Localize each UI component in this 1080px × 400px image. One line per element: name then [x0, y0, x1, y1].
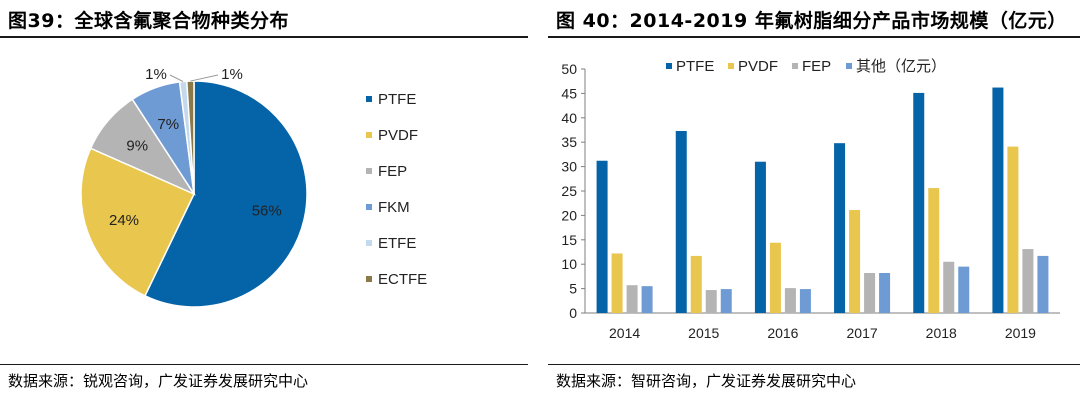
legend-label: FEP: [802, 58, 831, 75]
legend-swatch-2: [792, 63, 798, 69]
bar-source-note: 数据来源：智研咨询，广发证券发展研究中心: [556, 372, 857, 390]
bar-2019-1: [1007, 146, 1019, 313]
title-divider: [548, 36, 1080, 38]
x-tick-label: 2015: [688, 325, 719, 341]
bar-2015-0: [675, 130, 687, 313]
y-tick-label: 30: [561, 159, 577, 175]
bar-chart: 0 5 10 15 20 25 30 35 40 45 50 2014 2015 2016 2017 2018…: [561, 58, 1060, 341]
bar-2014-3: [641, 286, 653, 313]
right-figure-panel: 图 40：2014-2019 年氟树脂细分产品市场规模（亿元） 0 5 10 15 20…: [548, 0, 1080, 400]
bar-2019-3: [1037, 255, 1049, 313]
bar-2014-1: [611, 253, 623, 313]
pie-data-label: 7%: [157, 116, 179, 133]
title-divider: [0, 36, 528, 38]
bar-2016-2: [784, 288, 796, 313]
legend-swatch-0: [666, 63, 672, 69]
y-tick-label: 5: [569, 281, 577, 297]
y-tick-label: 25: [561, 183, 577, 199]
legend-label: PVDF: [378, 127, 418, 144]
bar-2019-2: [1022, 249, 1034, 313]
bar-2015-3: [720, 289, 732, 313]
legend-swatch-fep: [366, 168, 372, 174]
bar-2015-1: [690, 255, 702, 313]
x-tick-label: 2014: [609, 325, 640, 341]
bar-2018-2: [943, 261, 955, 313]
legend-label: PVDF: [738, 58, 778, 75]
x-tick-label: 2016: [767, 325, 798, 341]
legend-swatch-1: [728, 63, 734, 69]
legend-label: PTFE: [378, 91, 416, 108]
source-divider: [548, 364, 1080, 365]
bar-2014-2: [626, 285, 638, 313]
bar-2017-2: [864, 272, 876, 313]
pie-data-label: 24%: [109, 212, 139, 229]
pie-leader-line: [169, 74, 184, 82]
bar-2016-1: [769, 242, 781, 313]
source-divider: [0, 364, 528, 365]
bar-2019-0: [992, 87, 1004, 313]
x-tick-label: 2017: [847, 325, 878, 341]
pie-data-label: 1%: [221, 66, 243, 83]
pie-slice-pvdf: [80, 147, 196, 297]
legend-label: PTFE: [676, 58, 714, 75]
y-tick-label: 45: [561, 85, 577, 101]
pie-chart: 56% 24% 9% 7% 1% 1% PTFE PVDF FEP FKM ETFE ECTFE: [80, 66, 427, 308]
legend-swatch-fkm: [366, 204, 372, 210]
pie-figure-title: 图39：全球含氟聚合物种类分布: [8, 10, 289, 32]
bar-2017-0: [834, 143, 846, 313]
pie-slice-ptfe: [143, 80, 308, 308]
bar-2017-1: [849, 210, 861, 313]
y-tick-label: 40: [561, 110, 577, 126]
bar-2015-2: [705, 290, 717, 313]
y-tick-label: 10: [561, 256, 577, 272]
bar-2018-3: [958, 266, 970, 313]
pie-data-label: 9%: [126, 138, 148, 155]
pie-source-note: 数据来源：锐观咨询，广发证券发展研究中心: [8, 372, 309, 390]
pie-leader-line: [190, 74, 219, 82]
pie-slice-ectfe: [185, 80, 195, 195]
bar-figure-title: 图 40：2014-2019 年氟树脂细分产品市场规模（亿元）: [556, 10, 1067, 32]
legend-label: ETFE: [378, 235, 416, 252]
legend-label: FEP: [378, 163, 407, 180]
y-tick-label: 0: [569, 305, 577, 321]
left-figure-panel: 图39：全球含氟聚合物种类分布 56% 24% 9% 7% 1% 1% PTFE PVDF FE…: [0, 0, 528, 400]
pie-data-label: 56%: [252, 203, 282, 220]
legend-swatch-pvdf: [366, 132, 372, 138]
bar-2016-3: [799, 289, 811, 313]
legend-swatch-etfe: [366, 240, 372, 246]
legend-swatch-ptfe: [366, 96, 372, 102]
x-tick-label: 2018: [926, 325, 957, 341]
legend-label: FKM: [378, 199, 410, 216]
legend-swatch-ectfe: [366, 276, 372, 282]
pie-data-label: 1%: [145, 66, 167, 83]
legend-swatch-3: [846, 63, 852, 69]
bar-2017-3: [879, 272, 891, 313]
y-tick-label: 15: [561, 232, 577, 248]
bar-2018-0: [913, 92, 925, 313]
bar-2014-0: [596, 160, 608, 313]
legend-label: 其他（亿元）: [856, 58, 946, 75]
y-tick-label: 35: [561, 134, 577, 150]
bar-2016-0: [754, 161, 766, 313]
y-tick-label: 50: [561, 61, 577, 77]
bar-2018-1: [928, 188, 940, 313]
y-tick-label: 20: [561, 207, 577, 223]
legend-label: ECTFE: [378, 271, 427, 288]
x-tick-label: 2019: [1005, 325, 1036, 341]
